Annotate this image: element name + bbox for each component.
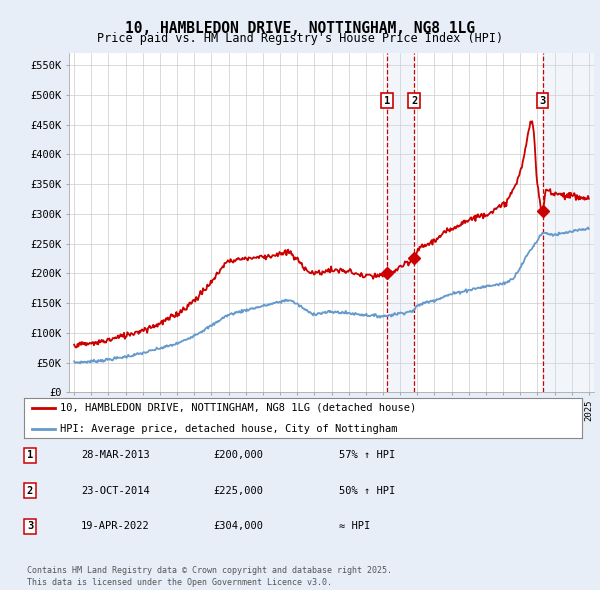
Bar — [542, 53, 594, 392]
Text: Price paid vs. HM Land Registry's House Price Index (HPI): Price paid vs. HM Land Registry's House … — [97, 32, 503, 45]
Bar — [387, 53, 414, 392]
Text: 23-OCT-2014: 23-OCT-2014 — [81, 486, 150, 496]
Text: 57% ↑ HPI: 57% ↑ HPI — [339, 451, 395, 460]
Text: £200,000: £200,000 — [213, 451, 263, 460]
Text: ≈ HPI: ≈ HPI — [339, 522, 370, 531]
Text: 10, HAMBLEDON DRIVE, NOTTINGHAM, NG8 1LG (detached house): 10, HAMBLEDON DRIVE, NOTTINGHAM, NG8 1LG… — [60, 403, 416, 412]
Text: 50% ↑ HPI: 50% ↑ HPI — [339, 486, 395, 496]
Text: 19-APR-2022: 19-APR-2022 — [81, 522, 150, 531]
Text: 2: 2 — [27, 486, 33, 496]
Text: 28-MAR-2013: 28-MAR-2013 — [81, 451, 150, 460]
Text: 1: 1 — [27, 451, 33, 460]
Text: 3: 3 — [539, 96, 545, 106]
Text: 1: 1 — [384, 96, 390, 106]
Text: £304,000: £304,000 — [213, 522, 263, 531]
Text: 10, HAMBLEDON DRIVE, NOTTINGHAM, NG8 1LG: 10, HAMBLEDON DRIVE, NOTTINGHAM, NG8 1LG — [125, 21, 475, 35]
Text: HPI: Average price, detached house, City of Nottingham: HPI: Average price, detached house, City… — [60, 424, 398, 434]
Text: Contains HM Land Registry data © Crown copyright and database right 2025.
This d: Contains HM Land Registry data © Crown c… — [27, 566, 392, 587]
Text: 2: 2 — [411, 96, 417, 106]
Text: 3: 3 — [27, 522, 33, 531]
Text: £225,000: £225,000 — [213, 486, 263, 496]
